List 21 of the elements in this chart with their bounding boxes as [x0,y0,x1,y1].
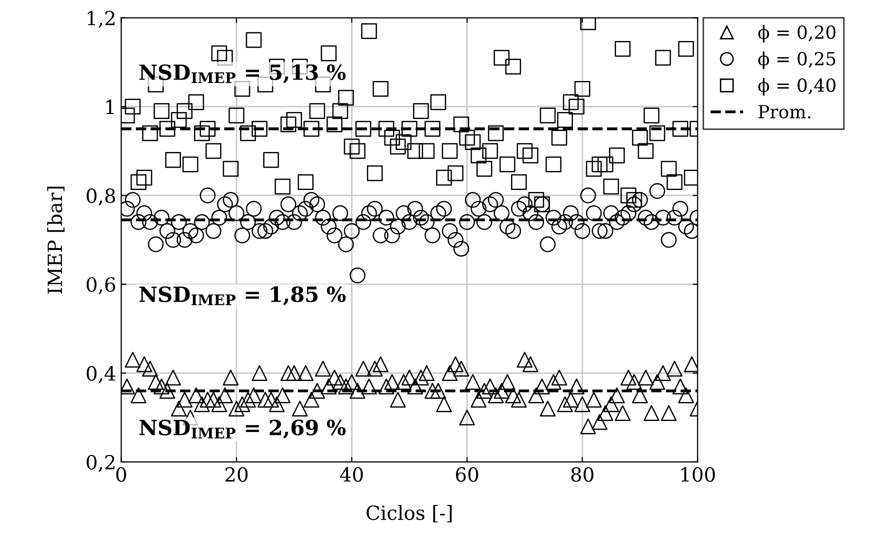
annotation: NSD$_{IMEP}$ = 1,85 % [139,286,346,306]
legend-label: Prom. [758,105,810,118]
x-tick-label: 60 [456,467,478,482]
annotation: NSD$_{IMEP}$ = 5,13 % [139,64,346,84]
y-tick-label: 0,8 [86,188,116,206]
x-axis-title: Ciclos [-] [366,505,452,522]
x-tick-label: 20 [225,467,248,482]
legend-label: ϕ = 0,20 [758,25,836,42]
y-tick-label: 0,4 [86,366,116,384]
x-tick-label: 100 [681,467,715,482]
y-tick-label: 1,2 [88,10,114,28]
y-axis-title: IMEP [bar] [47,186,64,294]
annotation: NSD$_{IMEP}$ = 2,69 % [139,420,346,439]
x-tick-label: 0 [116,467,126,482]
x-tick-label: 40 [340,467,363,482]
x-tick-label: 80 [571,467,594,482]
legend-label: ϕ = 0,40 [758,78,836,96]
legend-label: ϕ = 0,25 [758,52,836,69]
y-tick-label: 0,6 [86,277,116,294]
y-tick-label: 1 [106,100,114,114]
y-tick-label: 0,2 [86,454,114,472]
